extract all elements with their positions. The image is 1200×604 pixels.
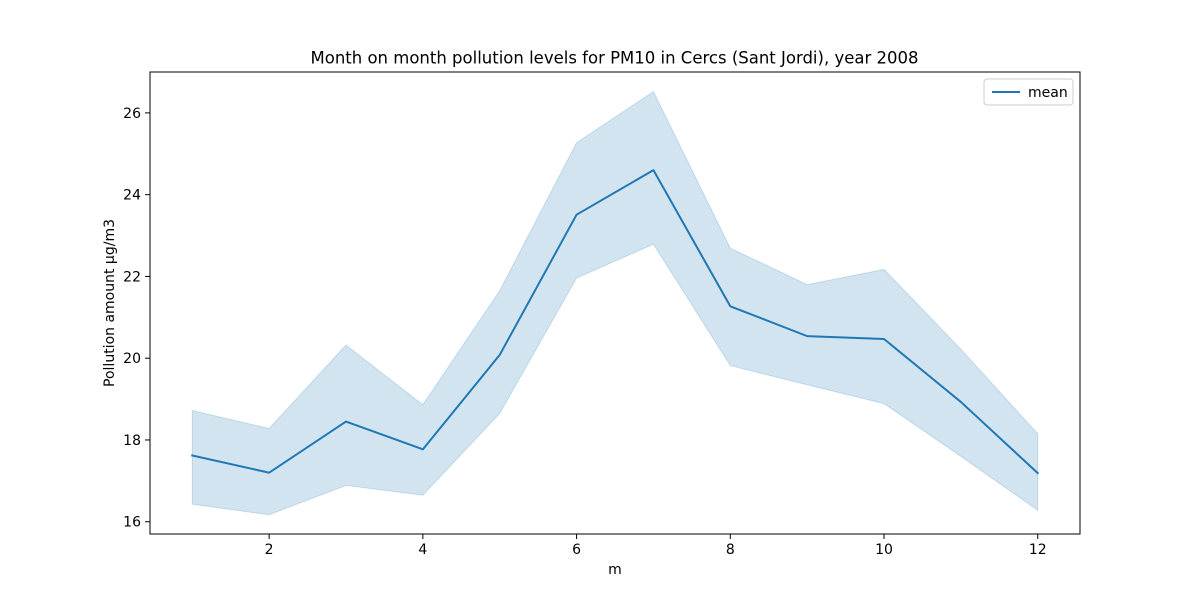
series-line-mean [191, 169, 1040, 475]
confidence-band-mean [191, 90, 1039, 516]
y-tick-label: 26 [123, 106, 141, 122]
x-axis-label: m [608, 562, 622, 578]
x-tick-label: 4 [418, 542, 427, 558]
plot-frame [149, 71, 1081, 535]
x-tick-label: 6 [572, 542, 581, 558]
x-tick-label: 12 [1029, 542, 1047, 558]
legend-label: mean [1028, 85, 1068, 101]
y-tick-label: 24 [123, 188, 141, 204]
y-axis-label: Pollution amount µg/m3 [102, 219, 118, 387]
legend-box [983, 78, 1074, 106]
x-tick-label: 10 [875, 542, 893, 558]
x-tick-label: 2 [265, 542, 274, 558]
y-tick-label: 18 [123, 433, 141, 449]
y-tick-label: 16 [123, 515, 141, 531]
legend: mean [983, 78, 1074, 106]
y-tick-label: 20 [123, 351, 141, 367]
x-tick-label: 8 [726, 542, 735, 558]
chart-title: Month on month pollution levels for PM10… [310, 49, 918, 68]
y-tick-label: 22 [123, 269, 141, 285]
